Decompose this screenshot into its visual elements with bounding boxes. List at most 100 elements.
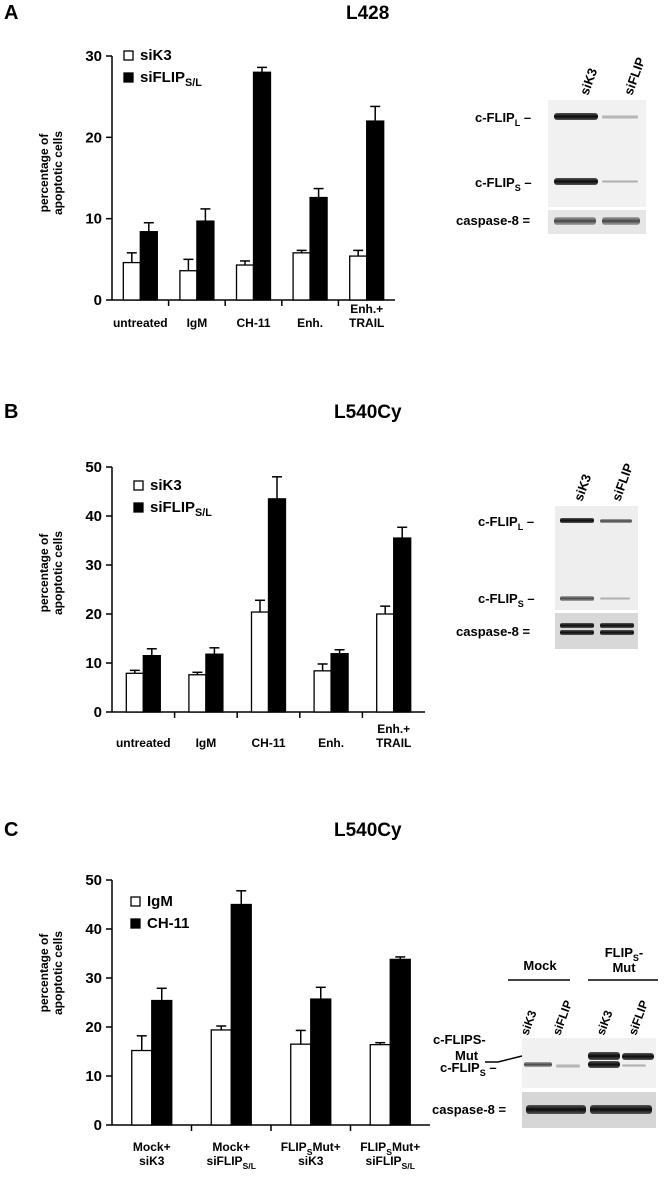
blot-band [600, 597, 630, 600]
svg-text:percentage of: percentage of [37, 933, 51, 1013]
svg-text:percentage of: percentage of [37, 533, 51, 613]
y-tick-label: 0 [94, 1117, 102, 1134]
svg-text:apoptotic cells: apoptotic cells [51, 131, 65, 215]
blot-band [560, 596, 594, 601]
band-label-flip-s: c-FLIPS – [475, 175, 532, 193]
blot-band [560, 630, 594, 635]
y-tick-label: 10 [85, 1068, 102, 1085]
lane-label: siFLIP [550, 998, 575, 1037]
blot-band [554, 217, 596, 225]
y-tick-label: 20 [85, 606, 102, 623]
blot-band [600, 519, 632, 523]
blot-band [524, 1062, 552, 1067]
bar-siflips-l [139, 231, 158, 301]
blot-band [554, 113, 598, 120]
category-label: Enh. [318, 736, 344, 750]
legend-swatch [133, 480, 144, 491]
bar-ch-11 [230, 903, 252, 1126]
band-label-caspase: caspase-8 = [456, 624, 530, 639]
y-axis-label: percentage of apoptotic cells [37, 931, 65, 1015]
legend-swatch [130, 896, 141, 907]
category-label: untreated [116, 736, 171, 750]
y-tick-label: 0 [94, 292, 102, 309]
bar-siflips-l [205, 653, 224, 713]
y-tick-label: 30 [85, 48, 102, 65]
bar-siflips-l [142, 655, 161, 713]
category-label: Enh.+ [377, 722, 410, 736]
svg-text:c-FLIPS-: c-FLIPS- [433, 1032, 486, 1047]
blot-band [554, 178, 598, 185]
blot-band [602, 115, 638, 119]
band-label-flip-s: c-FLIPS – [478, 591, 535, 609]
category-label: FLIPSMut+ [281, 1140, 341, 1157]
category-label: TRAIL [376, 736, 411, 750]
blot-band [622, 1064, 646, 1067]
panel-title: L428 [346, 3, 389, 24]
panel-letter: C [4, 819, 18, 841]
bar-ch-11 [310, 998, 332, 1126]
legend-label: siK3 [140, 47, 172, 64]
panel-c: C L540Cy percentage of apoptotic cells 0… [4, 819, 658, 1171]
bar-sik3 [313, 670, 332, 713]
y-tick-label: 10 [85, 655, 102, 672]
category-label: siFLIPS/L [207, 1154, 256, 1171]
category-label: Enh.+ [350, 302, 383, 316]
band-label-flip-l: c-FLIPL – [478, 514, 534, 532]
bar-sik3 [188, 674, 207, 713]
blot-band [588, 1061, 620, 1068]
bar-sik3 [235, 264, 255, 301]
band-label-flip-l: c-FLIPL – [475, 110, 531, 128]
bar-siflips-l [330, 653, 349, 713]
svg-text:apoptotic cells: apoptotic cells [51, 931, 65, 1015]
bar-siflips-l [267, 498, 287, 713]
bar-sik3 [349, 255, 368, 301]
panel-letter: B [4, 401, 18, 423]
western-blot: Mock FLIPS- Mut siK3 siFLIP siK3 siFLIP … [432, 945, 658, 1128]
bar-siflips-l [196, 220, 215, 301]
category-label: Mock+ [133, 1140, 171, 1154]
band-label-flip-mut: c-FLIPS- Mut [433, 1032, 523, 1063]
lane-label: siFLIP [609, 461, 637, 503]
category-label: siFLIPS/L [366, 1154, 415, 1171]
bar-igm [131, 1049, 153, 1126]
bar-igm [369, 1043, 391, 1126]
legend-swatch [123, 50, 134, 61]
bar-sik3 [250, 611, 270, 713]
legend-label: siFLIPS/L [150, 499, 212, 519]
lane-label: siFLIP [626, 998, 651, 1037]
band-label-caspase: caspase-8 = [456, 213, 530, 228]
svg-text:percentage of: percentage of [37, 133, 51, 213]
lane-label: siK3 [577, 66, 600, 97]
bar-siflips-l [309, 196, 328, 301]
blot-band [526, 1105, 586, 1114]
bar-igm [290, 1043, 312, 1126]
bar-siflips-l [252, 71, 272, 301]
lane-label: siK3 [594, 1008, 616, 1037]
panel-b: B L540Cy percentage of apoptotic cells 0… [4, 401, 638, 750]
category-label: Mock+ [212, 1140, 250, 1154]
bar-chart: 01020304050Mock+siK3Mock+siFLIPS/LFLIPSM… [85, 872, 430, 1171]
category-label: FLIPSMut+ [360, 1140, 420, 1157]
legend-swatch [123, 72, 134, 83]
bar-sik3 [179, 270, 198, 301]
group-label-flips-mut: FLIPS- Mut [605, 945, 644, 975]
y-tick-label: 50 [85, 872, 102, 889]
svg-text:apoptotic cells: apoptotic cells [51, 531, 65, 615]
category-label: CH-11 [251, 736, 285, 750]
bar-sik3 [376, 613, 395, 713]
blot-band [622, 1053, 654, 1060]
band-label-caspase: caspase-8 = [432, 1102, 506, 1117]
legend-label: siK3 [150, 477, 182, 494]
lane-label: siK3 [571, 472, 594, 503]
y-axis-label: percentage of apoptotic cells [37, 531, 65, 615]
bar-siflips-l [366, 120, 385, 301]
blot-band [602, 180, 638, 183]
category-label: siK3 [139, 1154, 165, 1168]
y-tick-label: 20 [85, 129, 102, 146]
svg-text:Mut: Mut [455, 1048, 479, 1063]
legend-label: siFLIPS/L [140, 69, 202, 89]
bar-chart: 0 10 20 30 40 50 untreated IgM CH-11 Enh. Enh.+TRA… [85, 459, 425, 750]
legend-swatch [130, 918, 141, 929]
blot-band [560, 518, 594, 523]
